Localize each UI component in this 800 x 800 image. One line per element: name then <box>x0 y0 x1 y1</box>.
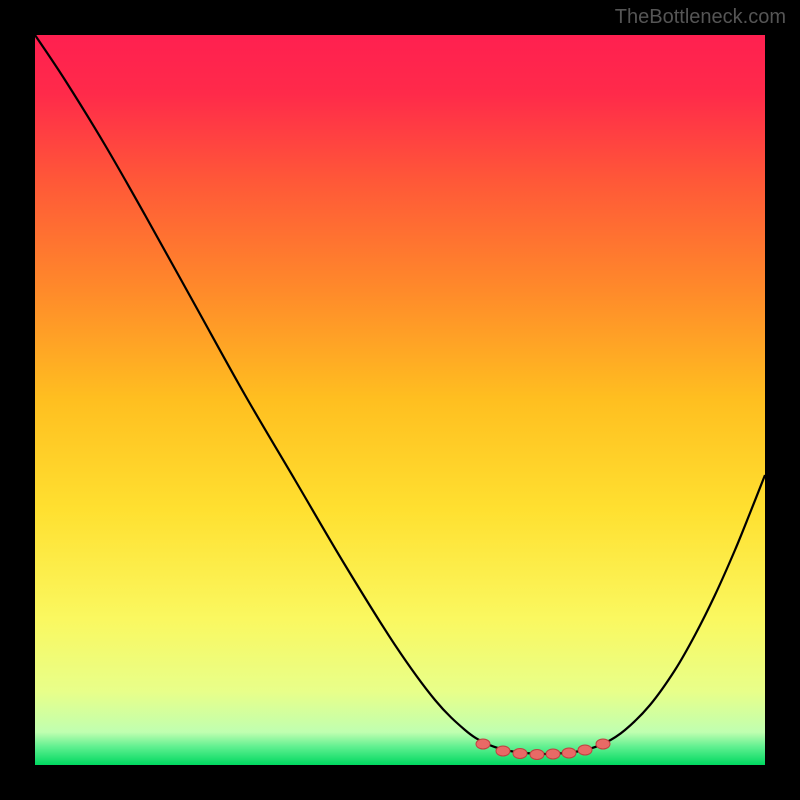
chart-svg <box>35 35 765 765</box>
marker-dot <box>596 739 610 749</box>
marker-dot <box>476 739 490 749</box>
gradient-background <box>35 35 765 765</box>
marker-dot <box>530 750 544 760</box>
plot-area <box>35 35 765 765</box>
marker-dot <box>513 749 527 759</box>
watermark-text: TheBottleneck.com <box>615 6 786 29</box>
marker-dot <box>562 748 576 758</box>
marker-dot <box>496 746 510 756</box>
marker-dot <box>546 749 560 759</box>
marker-dot <box>578 745 592 755</box>
